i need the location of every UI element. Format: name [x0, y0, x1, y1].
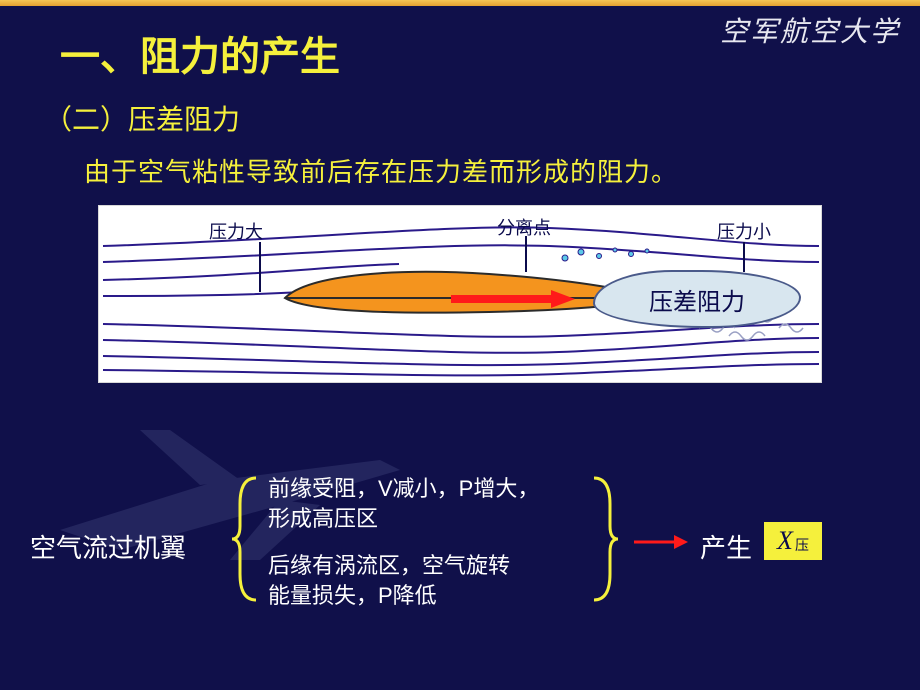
section-subtitle: （二）压差阻力: [44, 98, 920, 138]
flow-middle-block: 前缘受阻，V减小，P增大， 形成高压区 后缘有涡流区，空气旋转 能量损失，P降低: [268, 474, 588, 611]
bracket-close-icon: [590, 474, 620, 604]
top-accent-bar: [0, 0, 920, 6]
symbol-sub: 压: [795, 535, 809, 555]
label-low-pressure: 压力小: [717, 218, 771, 244]
label-high-pressure: 压力大: [209, 218, 263, 244]
flow-summary: 空气流过机翼 前缘受阻，V减小，P增大， 形成高压区 后缘有涡流区，空气旋转 能…: [30, 480, 890, 640]
flow-mid-1a: 前缘受阻，V减小，P增大，: [268, 476, 539, 501]
separation-bubbles: [559, 242, 659, 266]
pressure-drag-diagram: 压力大 分离点 压力小 压差阻力: [98, 205, 822, 383]
flow-mid-2b: 能量损失，P降低: [268, 583, 437, 608]
section-description: 由于空气粘性导致前后存在压力差而形成的阻力。: [84, 152, 920, 189]
flow-mid-2a: 后缘有涡流区，空气旋转: [268, 553, 510, 578]
leader-left: [259, 242, 261, 292]
leader-right: [743, 242, 745, 272]
symbol-x: X: [777, 526, 793, 556]
flow-left-text: 空气流过机翼: [30, 528, 186, 565]
cloud-label: 压差阻力: [649, 282, 745, 317]
cloud-callout: 压差阻力: [593, 270, 801, 328]
university-logo-text: 空军航空大学: [720, 10, 900, 50]
pressure-drag-symbol: X压: [764, 522, 822, 560]
drag-force-arrow: [451, 290, 575, 308]
leader-mid: [525, 236, 527, 272]
flow-right-text: 产生: [700, 528, 752, 565]
flow-mid-1b: 形成高压区: [268, 506, 378, 531]
label-separation-point: 分离点: [497, 214, 551, 240]
bracket-open-icon: [230, 474, 260, 604]
arrow-produces-icon: [634, 534, 688, 550]
